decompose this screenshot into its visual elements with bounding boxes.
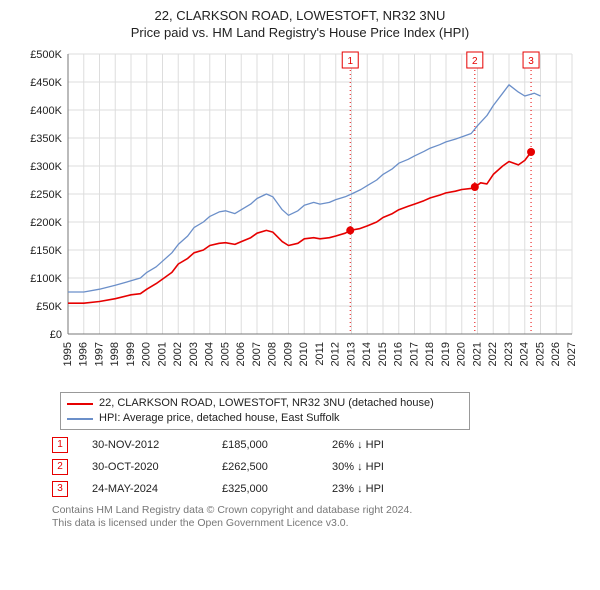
svg-text:£450K: £450K (30, 77, 62, 89)
sale-diff: 23% ↓ HPI (332, 483, 472, 495)
attribution-line2: This data is licensed under the Open Gov… (52, 517, 584, 530)
svg-text:2017: 2017 (408, 342, 420, 366)
title-subtitle: Price paid vs. HM Land Registry's House … (4, 25, 596, 40)
svg-text:2001: 2001 (156, 342, 168, 366)
svg-text:2005: 2005 (219, 342, 231, 366)
legend-swatch (67, 418, 93, 420)
svg-text:2016: 2016 (393, 342, 405, 366)
svg-text:1996: 1996 (78, 342, 90, 366)
svg-text:2012: 2012 (330, 342, 342, 366)
svg-text:£250K: £250K (30, 189, 62, 201)
svg-text:2003: 2003 (188, 342, 200, 366)
svg-text:3: 3 (528, 56, 534, 67)
sale-row: 1 30-NOV-2012£185,00026% ↓ HPI (52, 434, 584, 456)
svg-text:2027: 2027 (566, 342, 578, 366)
attribution: Contains HM Land Registry data © Crown c… (52, 504, 584, 530)
svg-text:2008: 2008 (267, 342, 279, 366)
svg-text:2024: 2024 (519, 342, 531, 366)
svg-text:2013: 2013 (345, 342, 357, 366)
svg-text:2010: 2010 (298, 342, 310, 366)
sale-date: 30-OCT-2020 (92, 461, 222, 473)
sale-marker-icon: 2 (52, 459, 68, 475)
sale-price: £325,000 (222, 483, 332, 495)
svg-text:2023: 2023 (503, 342, 515, 366)
sale-date: 30-NOV-2012 (92, 439, 222, 451)
svg-text:£400K: £400K (30, 105, 62, 117)
title-address: 22, CLARKSON ROAD, LOWESTOFT, NR32 3NU (4, 8, 596, 23)
sale-price: £262,500 (222, 461, 332, 473)
svg-text:2002: 2002 (172, 342, 184, 366)
svg-text:2014: 2014 (361, 342, 373, 366)
svg-text:1998: 1998 (109, 342, 121, 366)
sales-table: 1 30-NOV-2012£185,00026% ↓ HPI 2 30-OCT-202… (52, 434, 584, 500)
svg-text:1997: 1997 (93, 342, 105, 366)
svg-text:2020: 2020 (456, 342, 468, 366)
svg-text:2022: 2022 (487, 342, 499, 366)
svg-text:2021: 2021 (471, 342, 483, 366)
svg-text:2: 2 (472, 56, 478, 67)
svg-text:2018: 2018 (424, 342, 436, 366)
svg-text:£500K: £500K (30, 49, 62, 61)
svg-text:2025: 2025 (534, 342, 546, 366)
sale-row: 3 24-MAY-2024£325,00023% ↓ HPI (52, 478, 584, 500)
svg-text:2011: 2011 (314, 342, 326, 366)
legend-swatch (67, 403, 93, 405)
chart: £0 £50K £100K £150K £200K £250K £300K £350K £400… (12, 46, 588, 386)
svg-text:2015: 2015 (377, 342, 389, 366)
page: 22, CLARKSON ROAD, LOWESTOFT, NR32 3NU P… (0, 0, 600, 530)
legend: 22, CLARKSON ROAD, LOWESTOFT, NR32 3NU (… (60, 392, 470, 430)
attribution-line1: Contains HM Land Registry data © Crown c… (52, 504, 584, 517)
sale-diff: 26% ↓ HPI (332, 439, 472, 451)
svg-text:2004: 2004 (204, 342, 216, 366)
svg-text:£100K: £100K (30, 273, 62, 285)
legend-row: 22, CLARKSON ROAD, LOWESTOFT, NR32 3NU (… (67, 396, 463, 411)
legend-label: 22, CLARKSON ROAD, LOWESTOFT, NR32 3NU (… (99, 396, 434, 411)
sale-row: 2 30-OCT-2020£262,50030% ↓ HPI (52, 456, 584, 478)
sale-date: 24-MAY-2024 (92, 483, 222, 495)
svg-text:£200K: £200K (30, 217, 62, 229)
svg-text:£0: £0 (50, 329, 62, 341)
sale-price: £185,000 (222, 439, 332, 451)
sale-diff: 30% ↓ HPI (332, 461, 472, 473)
svg-text:£350K: £350K (30, 133, 62, 145)
chart-titles: 22, CLARKSON ROAD, LOWESTOFT, NR32 3NU P… (4, 8, 596, 40)
svg-text:2009: 2009 (282, 342, 294, 366)
legend-row: HPI: Average price, detached house, East… (67, 411, 463, 426)
svg-text:2019: 2019 (440, 342, 452, 366)
svg-text:£50K: £50K (36, 301, 62, 313)
svg-text:£300K: £300K (30, 161, 62, 173)
svg-text:2026: 2026 (550, 342, 562, 366)
sale-marker-icon: 1 (52, 437, 68, 453)
svg-text:2006: 2006 (235, 342, 247, 366)
sale-marker-icon: 3 (52, 481, 68, 497)
svg-text:1995: 1995 (62, 342, 74, 366)
legend-label: HPI: Average price, detached house, East… (99, 411, 340, 426)
svg-text:1999: 1999 (125, 342, 137, 366)
svg-text:£150K: £150K (30, 245, 62, 257)
svg-text:2007: 2007 (251, 342, 263, 366)
svg-text:1: 1 (347, 56, 353, 67)
svg-text:2000: 2000 (141, 342, 153, 366)
